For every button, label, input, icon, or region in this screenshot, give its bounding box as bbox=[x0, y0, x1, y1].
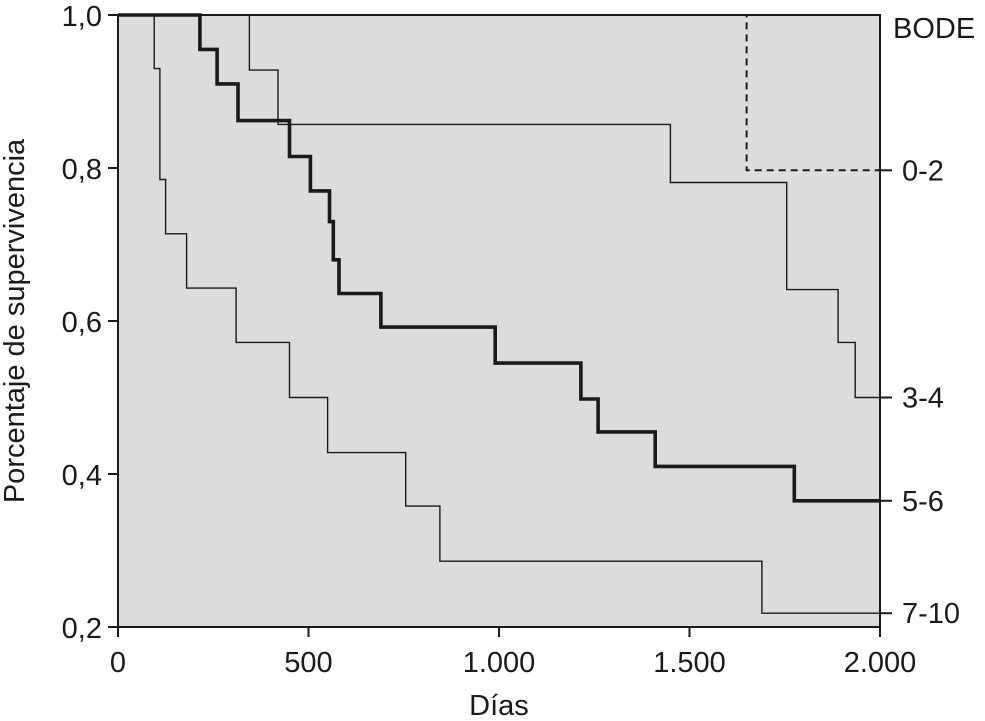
series-line-7-10 bbox=[118, 14, 880, 614]
x-axis-label: Días bbox=[469, 690, 529, 721]
y-tick-label: 0,6 bbox=[62, 307, 102, 339]
y-tick-label: 0,2 bbox=[62, 613, 102, 645]
legend-title: BODE bbox=[893, 13, 975, 45]
y-tick-label: 0,4 bbox=[62, 460, 102, 492]
series-line-5-6 bbox=[118, 13, 880, 503]
y-tick-label: 0,8 bbox=[62, 154, 102, 186]
series-label-5-6: 5-6 bbox=[902, 486, 944, 518]
series-line-0-2 bbox=[118, 14, 880, 172]
x-tick-label: 0 bbox=[110, 647, 126, 679]
series-layer: 0-2 3-4 5-6 7-10 bbox=[118, 13, 960, 630]
x-tick-label: 500 bbox=[284, 647, 332, 679]
series-label-3-4: 3-4 bbox=[902, 383, 944, 415]
plot-area bbox=[117, 14, 881, 628]
x-tick-label: 2.000 bbox=[844, 647, 917, 679]
x-tick-label: 1.000 bbox=[463, 647, 536, 679]
y-tick-label: 1,0 bbox=[62, 1, 102, 33]
y-axis-label: Porcentaje de supervivencia bbox=[0, 138, 31, 503]
series-label-7-10: 7-10 bbox=[902, 598, 960, 630]
series-line-3-4 bbox=[118, 14, 880, 399]
x-tick-label: 1.500 bbox=[653, 647, 726, 679]
axis-layer: 0 500 1.000 1.500 2.000 0,2 0,4 0,6 0,8 1,0 bbox=[62, 1, 917, 679]
series-label-0-2: 0-2 bbox=[902, 155, 944, 187]
